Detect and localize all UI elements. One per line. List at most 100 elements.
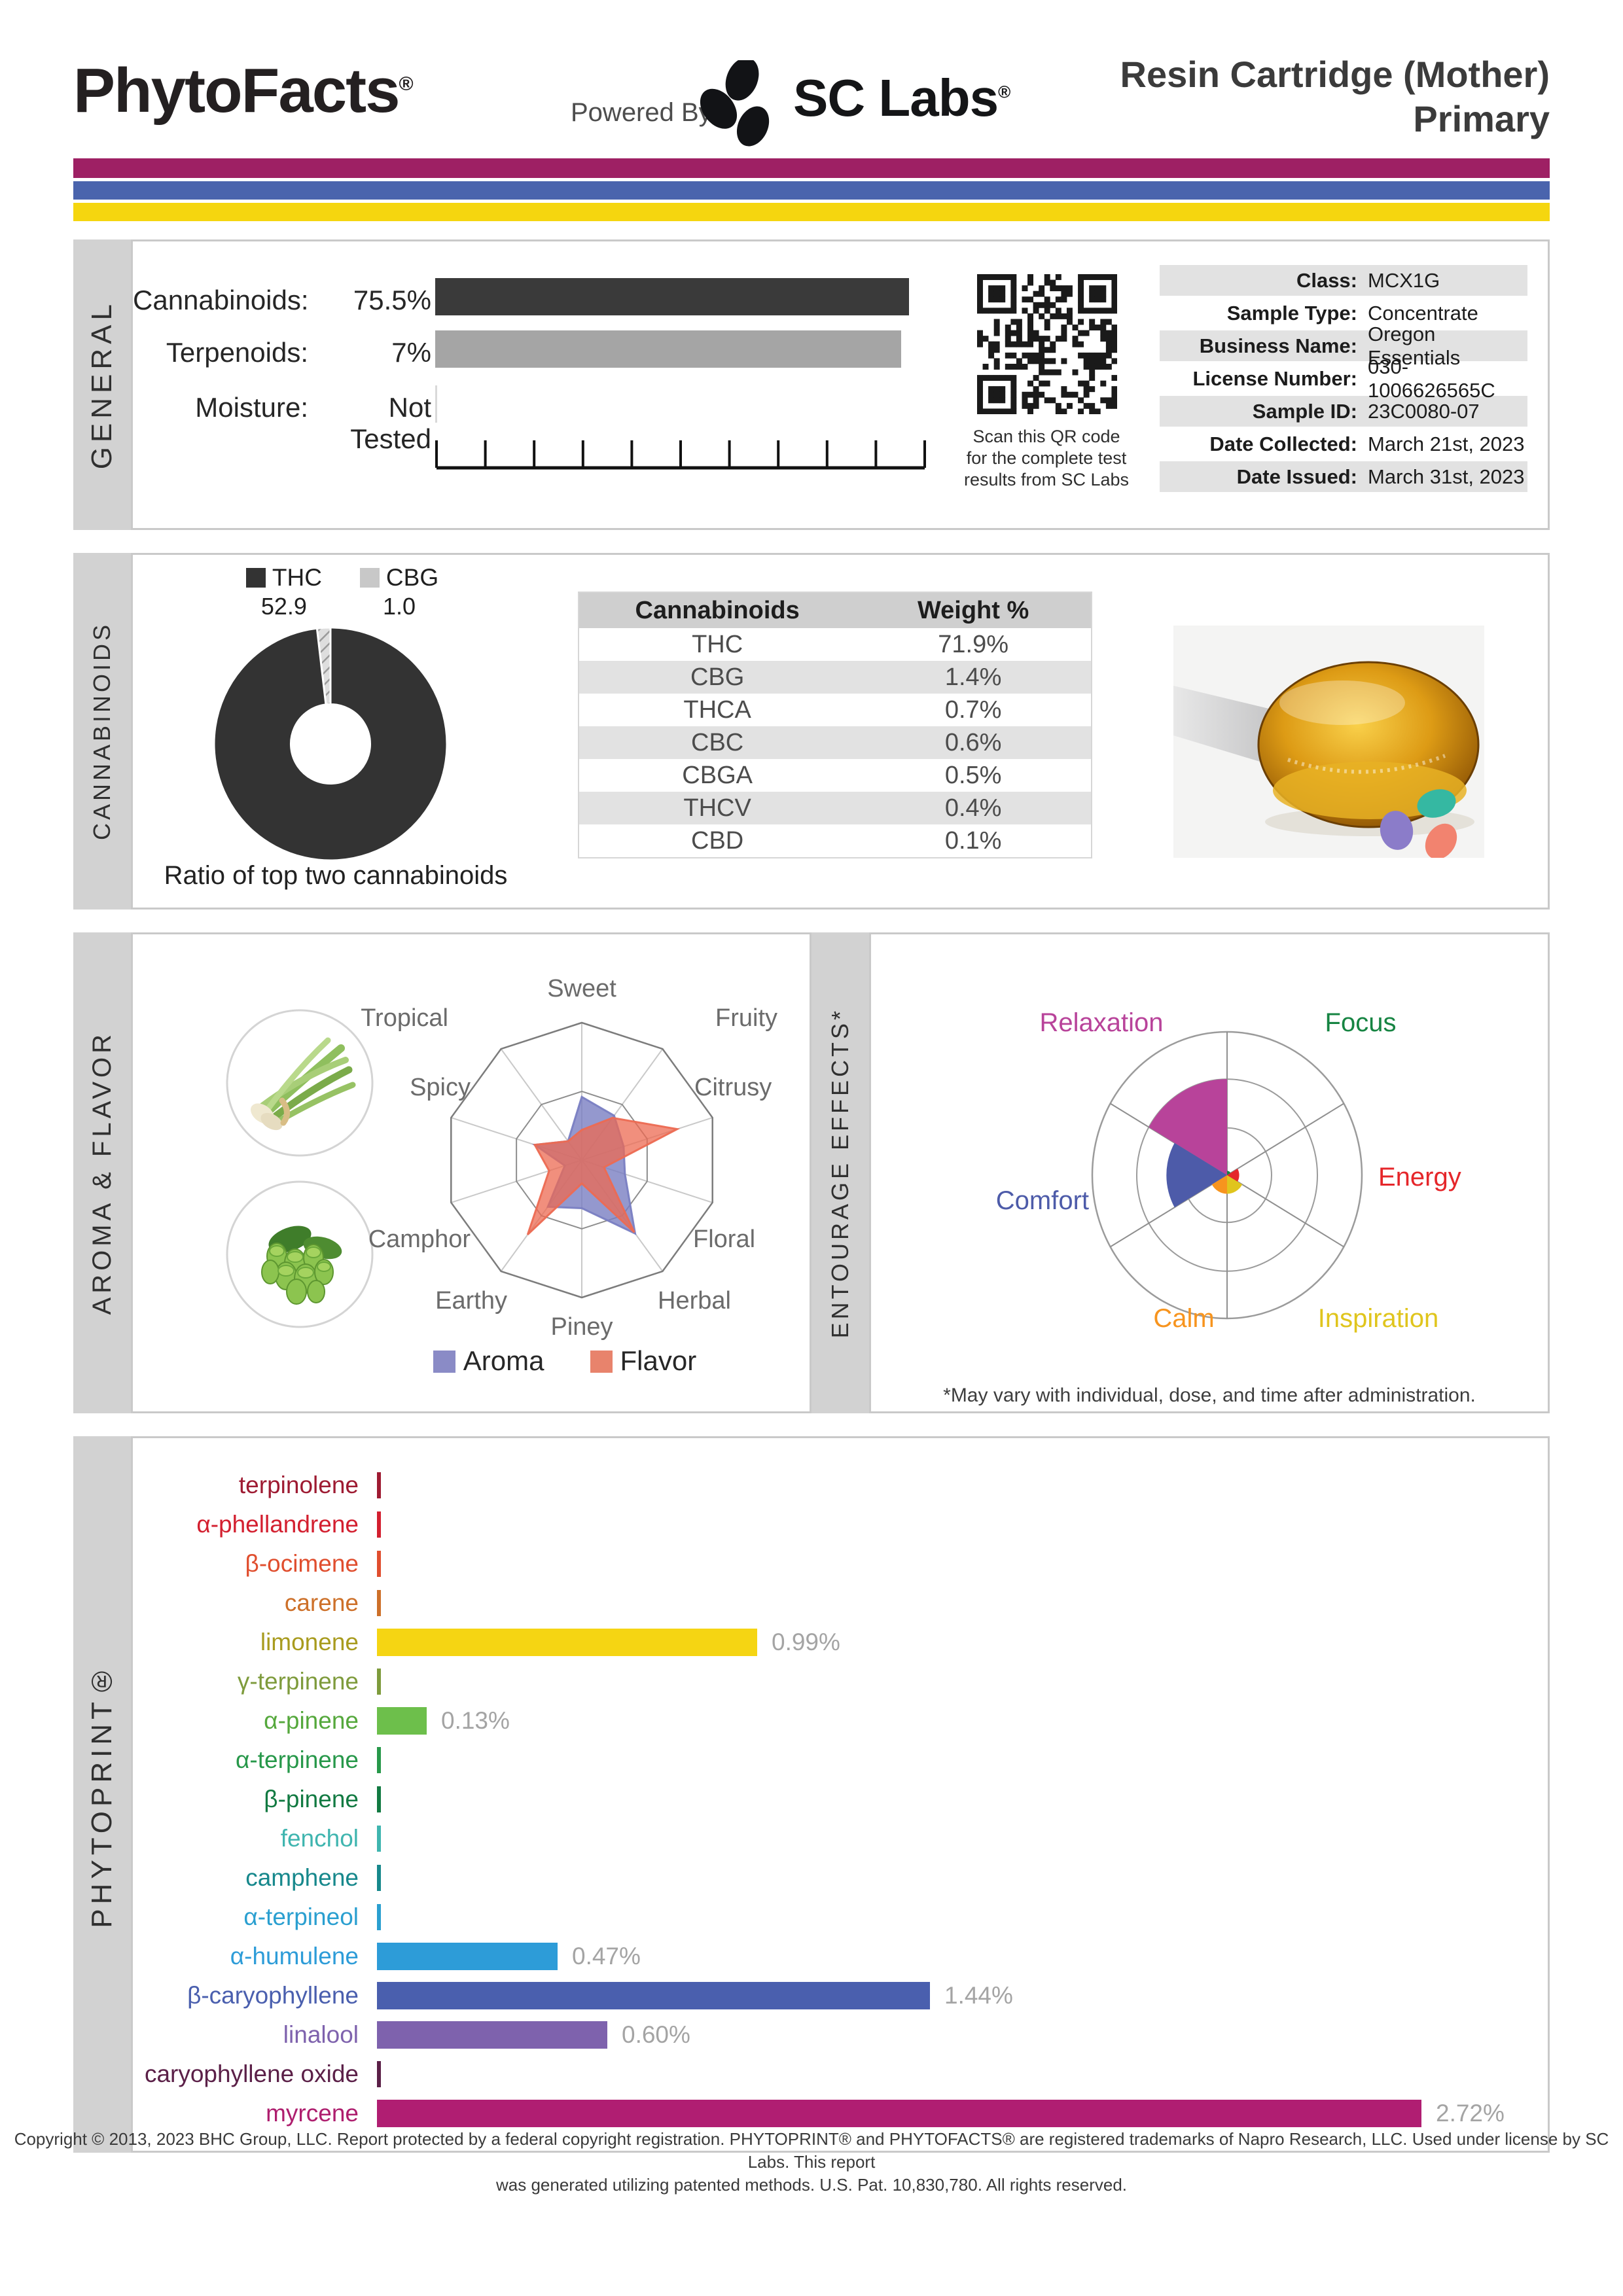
polar-wedge-focus: [1227, 1171, 1231, 1175]
radar-axis-label-tropical: Tropical: [361, 1004, 448, 1032]
terpene-row: β-pinene: [133, 1780, 1546, 1819]
terpene-row: β-caryophyllene 1.44%: [133, 1976, 1546, 2015]
qr-module: [993, 325, 1000, 330]
section-entourage-label: ENTOURAGE EFFECTS*: [827, 1007, 853, 1339]
qr-module: [1005, 325, 1011, 330]
qr-module: [1100, 319, 1107, 325]
terpene-label: caryophyllene oxide: [144, 2060, 359, 2087]
radar-axis-label-spicy: Spicy: [410, 1074, 471, 1101]
qr-module: [977, 302, 983, 308]
donut-caption: Ratio of top two cannabinoids: [164, 861, 508, 890]
qr-module: [1083, 352, 1090, 359]
qr-module: [993, 319, 1000, 325]
terpene-row: limonene 0.99%: [133, 1623, 1546, 1662]
terpene-label: camphene: [245, 1864, 359, 1891]
qr-module: [1066, 319, 1073, 325]
moisture-value: Not Tested: [350, 392, 431, 454]
thc-swatch: [245, 568, 266, 588]
qr-module: [1078, 330, 1084, 336]
cannabinoid-row: THCA 0.7%: [579, 694, 1091, 726]
terpene-label: α-phellandrene: [196, 1511, 359, 1538]
qr-module: [1010, 363, 1017, 370]
lab-name: SC Labs: [793, 69, 999, 127]
qr-module: [1061, 408, 1067, 414]
qr-module: [1061, 285, 1067, 292]
info-row-label: Sample ID:: [1252, 399, 1357, 423]
qr-module: [1100, 296, 1107, 303]
info-row: Business Name: Oregon Essentials: [1160, 323, 1527, 369]
qr-module: [1089, 375, 1096, 381]
qr-module: [1005, 274, 1011, 280]
qr-module: [1044, 319, 1050, 325]
terpene-bar-wrap: 2.72%: [377, 2100, 1505, 2127]
terpene-bar: [377, 1629, 757, 1656]
footer-copyright: Copyright © 2013, 2023 BHC Group, LLC. R…: [0, 2128, 1623, 2197]
qr-module: [1044, 347, 1050, 353]
qr-module: [977, 402, 983, 409]
qr-module: [1039, 336, 1045, 342]
qr-module: [1027, 358, 1033, 364]
thc-legend-value: 52.9: [260, 593, 307, 620]
qr-module: [993, 347, 1000, 353]
qr-module: [1055, 285, 1061, 292]
qr-module: [1010, 285, 1017, 292]
qr-module: [1083, 380, 1090, 387]
qr-module: [999, 291, 1006, 297]
qr-module: [1044, 308, 1050, 314]
qr-module: [1044, 369, 1050, 376]
section-aroma-panel: Sweet Fruity Citrusy Floral Herbal Piney Earth…: [131, 932, 812, 1413]
qr-module: [993, 375, 1000, 381]
cannabinoid-weight: 0.7%: [944, 696, 1002, 724]
qr-module: [977, 285, 983, 292]
qr-module: [1094, 363, 1101, 370]
qr-module: [1078, 380, 1084, 387]
cannabinoid-name: CBG: [690, 663, 745, 691]
terpene-bar: [377, 1511, 381, 1538]
qr-module: [1078, 285, 1084, 292]
qr-module: [1010, 308, 1017, 314]
terpene-label: α-humulene: [230, 1943, 359, 1969]
qr-module: [1066, 291, 1073, 297]
qr-module: [1050, 302, 1056, 308]
qr-module: [1055, 402, 1061, 409]
qr-module: [1044, 380, 1050, 387]
qr-module: [1089, 308, 1096, 314]
qr-module: [1105, 274, 1112, 280]
section-phytoprint: PHYTOPRINT® terpinolene α-phellandrene β-o…: [73, 1436, 1550, 2153]
section-cannabinoids: CANNABINOIDS THC 52.9 CBG 1.0 Ratio of t…: [73, 553, 1550, 910]
terpene-label: γ-terpinene: [237, 1668, 359, 1695]
qr-module: [988, 341, 995, 347]
qr-module: [999, 397, 1006, 404]
terpene-bar-wrap: [377, 1511, 381, 1538]
moisture-bar-origin-tick: [435, 385, 437, 423]
qr-module: [1111, 336, 1117, 342]
radar-axis-label-sweet: Sweet: [547, 975, 616, 1002]
qr-module: [1033, 330, 1039, 336]
qr-module: [1027, 313, 1033, 319]
qr-module: [1033, 397, 1039, 404]
qr-module: [1066, 308, 1073, 314]
qr-module: [1105, 330, 1112, 336]
qr-module: [1027, 279, 1033, 286]
qr-module: [1027, 274, 1033, 280]
polar-wedge-relaxation: [1149, 1079, 1227, 1175]
qr-module: [1044, 279, 1050, 286]
terpene-label: fenchol: [280, 1825, 359, 1852]
qr-module: [1050, 369, 1056, 376]
qr-module: [988, 386, 995, 393]
info-row: Date Collected: March 21st, 2023: [1160, 429, 1527, 459]
qr-module: [977, 397, 983, 404]
cannabinoid-row: THCV 0.4%: [579, 792, 1091, 824]
donut-slice-thc: [213, 626, 448, 862]
aroma-legend-item: Aroma: [433, 1345, 544, 1377]
qr-module: [1089, 386, 1096, 393]
terpene-row: α-terpinene: [133, 1740, 1546, 1780]
terpene-label: β-caryophyllene: [187, 1982, 359, 2009]
info-row: Sample Type: Concentrate: [1160, 298, 1527, 328]
qr-module: [977, 330, 983, 336]
moisture-label: Moisture:: [195, 392, 308, 423]
qr-module: [1044, 336, 1050, 342]
qr-module: [1016, 319, 1022, 325]
terpene-bar-wrap: [377, 1904, 381, 1930]
qr-module: [1111, 402, 1117, 409]
